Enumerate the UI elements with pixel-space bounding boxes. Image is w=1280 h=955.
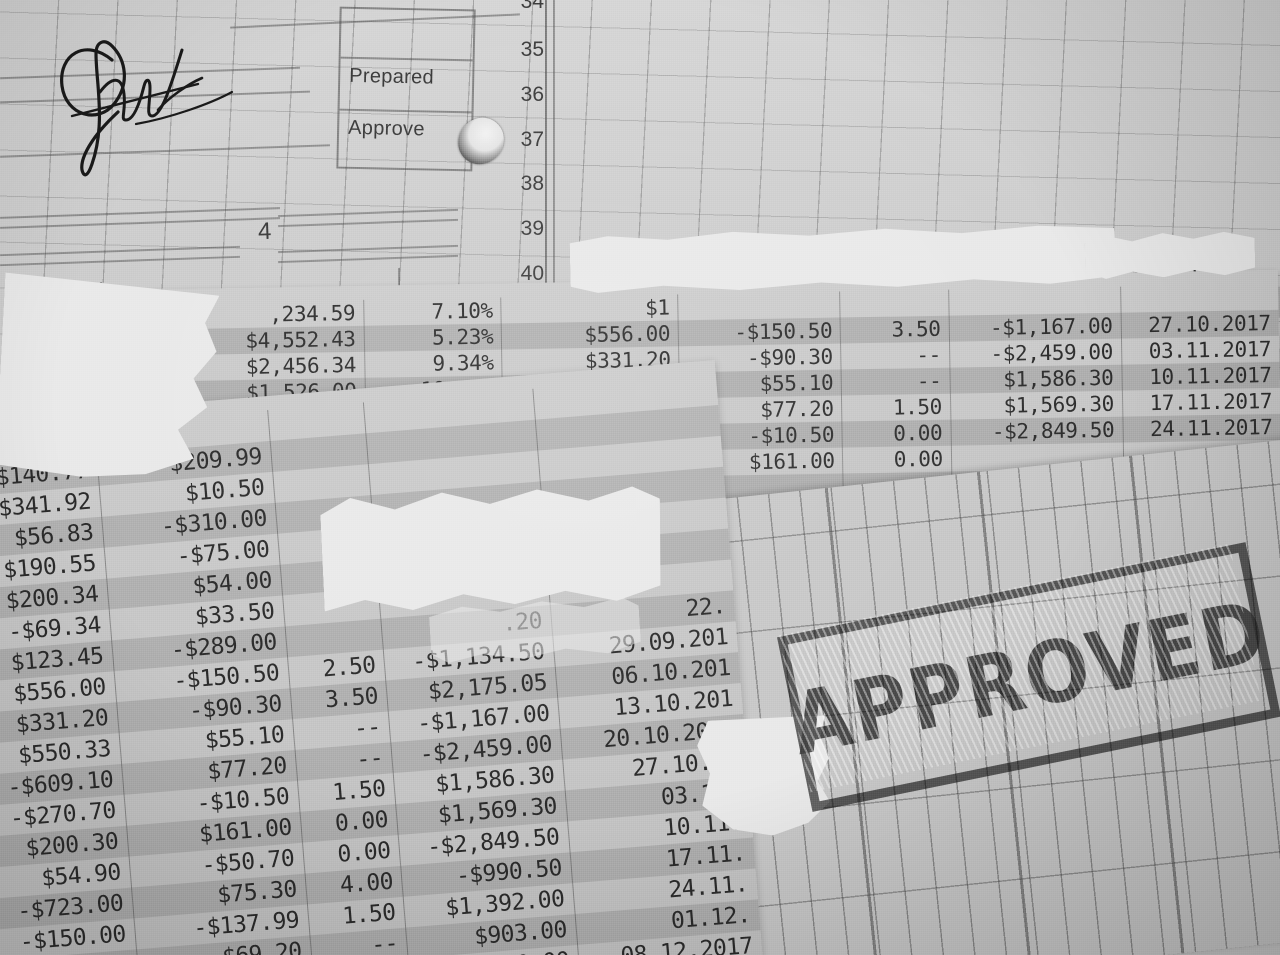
- cell-value-b: -$150.50: [678, 317, 842, 347]
- cell-balance: -$1,167.00: [949, 312, 1122, 342]
- cell-balance: -$2,459.00: [949, 338, 1123, 368]
- cell-date: 03.11.2017: [1148, 337, 1272, 364]
- cell-value-b: [678, 291, 842, 321]
- torn-paper-scrap: [1084, 230, 1255, 281]
- cell-qty: 1.50: [842, 393, 952, 422]
- handwritten-signature: [40, 20, 320, 200]
- cell-date: 27.10.2017: [1148, 311, 1271, 338]
- cell-date: 24.11.2017: [1149, 415, 1273, 442]
- approved-label: Approve: [347, 116, 425, 141]
- row-number: 34: [520, 0, 544, 13]
- cell-qty: 0.00: [842, 419, 952, 448]
- cell-balance: $1,569.30: [950, 390, 1124, 420]
- cell-qty: --: [841, 341, 951, 370]
- cell-qty: --: [841, 367, 951, 396]
- prepared-label: Prepared: [349, 64, 435, 89]
- row-number: 38: [520, 172, 544, 195]
- prepared-approved-box: Prepared Approve: [336, 6, 476, 172]
- row-number: 40: [520, 262, 544, 285]
- cell-date: 10.11.2017: [1149, 363, 1272, 390]
- cell-rate: 9.34%: [364, 349, 503, 378]
- cell-qty: 0.00: [843, 445, 952, 474]
- row-number: 36: [520, 83, 544, 106]
- torn-paper-scrap: [0, 273, 220, 484]
- cell-value-a: $556.00: [501, 320, 680, 350]
- rail-line-inner: [553, 0, 555, 294]
- cell-qty: [840, 289, 950, 318]
- cell-balance: [948, 286, 1122, 316]
- row-number: 37: [520, 128, 544, 151]
- cell-qty: 3.50: [841, 315, 950, 344]
- row-number: 39: [520, 217, 544, 240]
- row-number-rail: 34 35 36 37 38 39 40: [500, 0, 560, 290]
- cell-date: 17.11.2017: [1149, 389, 1273, 416]
- cell-value-a: $1: [501, 294, 679, 324]
- rail-line: [545, 0, 547, 294]
- row-number: 35: [520, 38, 544, 61]
- cell-date: [1121, 284, 1279, 313]
- cell-balance: $1,586.30: [950, 364, 1123, 394]
- page-number: 4: [257, 217, 272, 246]
- cell-rate: 5.23%: [364, 323, 503, 352]
- cell-rate: 7.10%: [363, 297, 502, 326]
- cell-balance: -$2,849.50: [951, 416, 1124, 446]
